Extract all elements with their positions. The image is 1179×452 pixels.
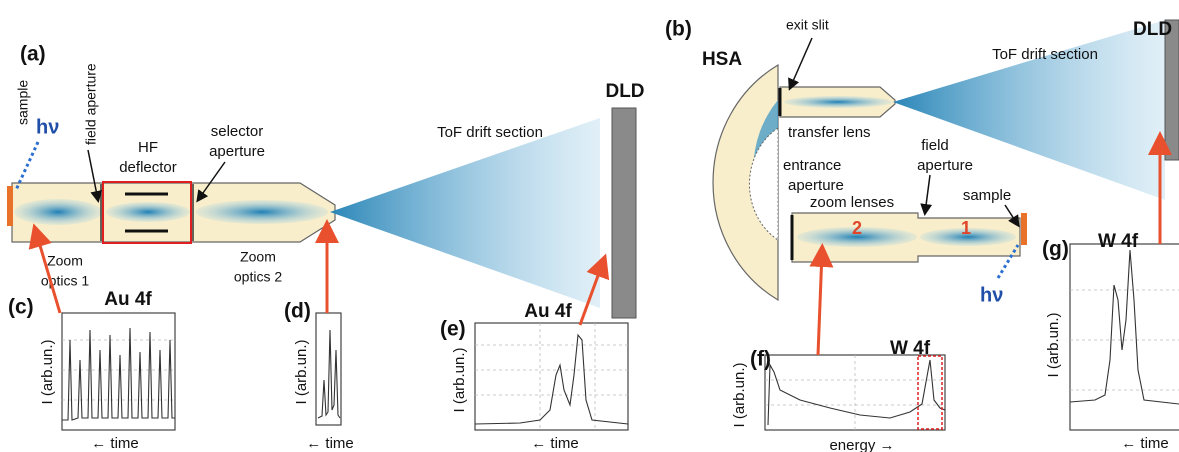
inset-title: W 4f: [1098, 231, 1139, 252]
beam: [196, 200, 328, 224]
y-label: I (arb.un.): [451, 347, 468, 412]
panel-label: (b): [665, 18, 692, 41]
drift-cone: [330, 118, 600, 308]
selector-label: aperture: [209, 143, 265, 160]
plot-frame: [474, 322, 629, 431]
beam: [784, 96, 892, 108]
lens-number: 2: [852, 218, 862, 238]
photon-label: hν: [36, 116, 59, 138]
zoom-label: Zoom: [240, 249, 276, 265]
detector-label: DLD: [1133, 19, 1172, 40]
sample-plate: [1021, 213, 1027, 245]
x-label: ← time: [1121, 435, 1169, 452]
deflector-label: HF: [138, 139, 158, 156]
inset-f: (f) W 4f I (arb.un.) energy →: [731, 338, 946, 452]
inset-title: Au 4f: [104, 289, 152, 310]
photon-beam: [14, 141, 40, 191]
inset-d: (d) I (arb.un.) ← time: [284, 300, 354, 452]
inset-title: Au 4f: [524, 301, 572, 322]
arrow: [578, 253, 610, 326]
exit-slit-label: exit slit: [786, 17, 829, 33]
inset-label: (c): [8, 296, 34, 319]
inset-title: W 4f: [890, 338, 931, 359]
zoom-label: optics 2: [234, 269, 282, 285]
lens-number: 1: [961, 218, 971, 238]
signal: [62, 327, 175, 421]
inner-hemisphere: [749, 127, 779, 241]
zoom-label: zoom lenses: [810, 194, 894, 211]
inset-label: (f): [750, 348, 771, 371]
transfer-lens-label: transfer lens: [788, 124, 871, 141]
beam: [106, 202, 190, 222]
arrow: [809, 243, 834, 356]
y-label: I (arb.un.): [39, 339, 56, 404]
pointer: [788, 37, 813, 91]
signal: [474, 333, 629, 425]
beam: [14, 199, 102, 225]
inset-label: (e): [440, 318, 466, 341]
drift-label: ToF drift section: [437, 124, 543, 141]
drift-label: ToF drift section: [992, 46, 1098, 63]
sample-label: sample: [963, 187, 1011, 204]
y-label: I (arb.un.): [1045, 312, 1062, 377]
inset-g: (g) W 4f I (arb.un.) ← time: [1042, 231, 1179, 452]
x-label: energy →: [829, 437, 894, 452]
deflector-box: [102, 181, 192, 244]
x-label: ← time: [91, 435, 139, 452]
signal: [317, 329, 341, 419]
deflector-label: deflector: [119, 159, 177, 176]
sample-plate: [7, 186, 13, 226]
x-label: ← time: [531, 435, 579, 452]
panel-b: (b) HSA exit slit ToF drift section DLD …: [665, 17, 1179, 306]
signal: [1069, 249, 1179, 405]
entrance-label: aperture: [788, 177, 844, 194]
plot-frame: [1069, 243, 1179, 431]
selector-label: selector: [211, 123, 264, 140]
region: [917, 355, 943, 430]
zoom-label: Zoom: [47, 253, 83, 269]
field-label: aperture: [917, 157, 973, 174]
field-aperture-label: field aperture: [83, 63, 99, 145]
inset-label: (g): [1042, 238, 1069, 261]
inset-label: (d): [284, 300, 311, 323]
y-label: I (arb.un.): [731, 362, 748, 427]
detector: [1164, 19, 1179, 161]
sample-label: sample: [15, 80, 31, 125]
drift-cone: [893, 20, 1165, 200]
analyzer-label: HSA: [702, 49, 742, 70]
arrow: [28, 223, 62, 314]
signal: [767, 359, 946, 426]
photon-beam: [996, 244, 1020, 279]
photon-label: hν: [980, 284, 1003, 306]
y-label: I (arb.un.): [293, 339, 310, 404]
pointer: [1004, 204, 1020, 228]
detector-label: DLD: [605, 81, 644, 102]
field-label: field: [921, 137, 949, 154]
inset-e: (e) Au 4f I (arb.un.) ← time: [440, 301, 629, 452]
beam: [797, 227, 917, 247]
pointer: [196, 161, 226, 203]
detector: [611, 107, 637, 319]
x-label: ← time: [306, 435, 354, 452]
panel-label: (a): [20, 43, 46, 66]
pointer: [87, 149, 103, 203]
entrance-label: entrance: [783, 157, 841, 174]
inset-c: (c) Au 4f I (arb.un.) ← time: [8, 289, 176, 452]
pointer: [920, 174, 933, 216]
analyzer: [712, 63, 779, 302]
beam: [920, 228, 1016, 246]
